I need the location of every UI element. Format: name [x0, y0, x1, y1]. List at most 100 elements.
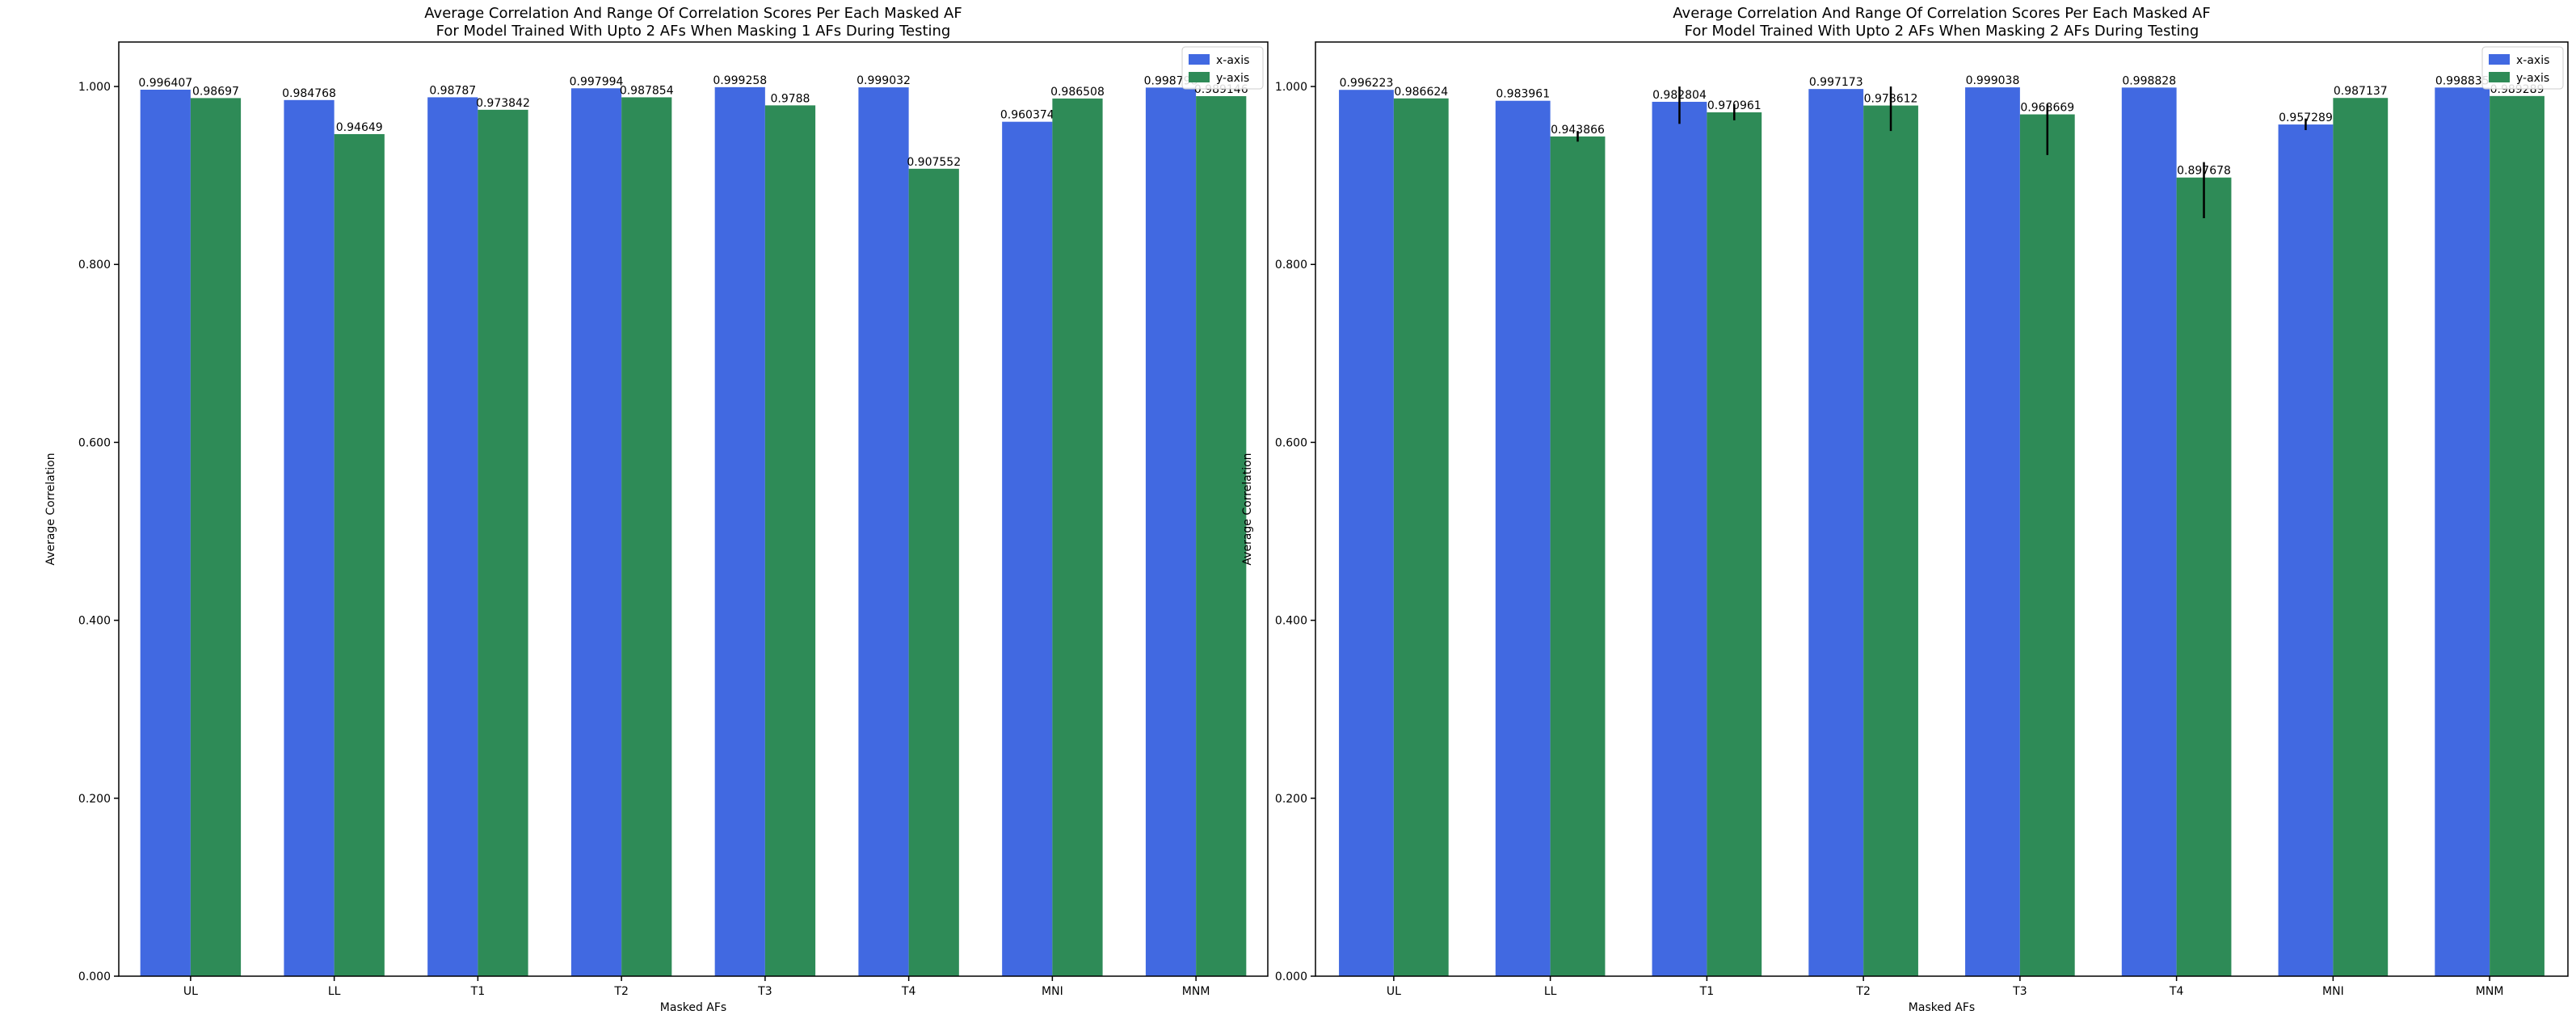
y-axis-label: Average Correlation: [1241, 453, 1254, 565]
bar-y-axis-t1: [1707, 112, 1762, 976]
bar-value-label: 0.987137: [2334, 85, 2388, 98]
y-tick-label: 1.000: [1275, 81, 1307, 94]
bar-value-label: 0.957289: [2279, 112, 2333, 124]
y-tick-label: 0.800: [1275, 259, 1307, 272]
bar-value-label: 0.996223: [1340, 77, 1394, 90]
y-tick-label: 1.000: [78, 81, 111, 94]
y-tick-label: 0.000: [1275, 971, 1307, 983]
bar-value-label: 0.997173: [1809, 76, 1863, 89]
legend: x-axis y-axis: [2481, 46, 2564, 90]
bar-value-label: 0.94649: [336, 121, 383, 134]
bar-x-axis-t3: [714, 86, 765, 977]
bar-value-label: 0.943866: [1551, 124, 1605, 137]
x-tick-label: MNI: [2322, 985, 2344, 998]
bar-value-label: 0.983961: [1496, 88, 1550, 101]
bar-y-axis-ul: [190, 98, 242, 976]
bar-value-label: 0.970961: [1707, 99, 1762, 112]
bar-y-axis-mni: [2333, 98, 2389, 977]
bar-value-label: 0.973842: [476, 97, 530, 110]
chart-title-line-1: Average Correlation And Range Of Correla…: [424, 5, 962, 22]
legend-swatch-x-axis: [1189, 54, 1210, 65]
bar-y-axis-ll: [1550, 136, 1606, 977]
bar-y-axis-t2: [1863, 105, 1918, 977]
bar-value-label: 0.907552: [907, 156, 961, 169]
bar-value-label: 0.999032: [857, 74, 911, 87]
bar-y-axis-t1: [478, 109, 528, 977]
bar-y-axis-t2: [621, 97, 672, 976]
chart-title-line-2: For Model Trained With Upto 2 AFs When M…: [436, 23, 951, 40]
chart-title-line-1: Average Correlation And Range Of Correla…: [1673, 5, 2210, 22]
plot-area-frame: [1315, 41, 2569, 977]
legend-swatch-x-axis: [2489, 54, 2510, 65]
bar-value-label: 0.999038: [1966, 74, 2020, 87]
bar-y-axis-mni: [1052, 98, 1103, 976]
bar-x-axis-t2: [1808, 89, 1864, 976]
bar-x-axis-t1: [427, 97, 478, 976]
bar-x-axis-mni: [1002, 121, 1053, 976]
legend-label: x-axis: [1216, 54, 1249, 67]
legend-swatch-y-axis: [1189, 72, 1210, 82]
legend-label: x-axis: [2516, 54, 2549, 67]
bar-value-label: 0.978612: [1864, 93, 1918, 106]
x-tick-label: T4: [901, 985, 916, 998]
chart-title-line-2: For Model Trained With Upto 2 AFs When M…: [1685, 23, 2199, 40]
y-tick-label: 0.400: [78, 615, 111, 628]
bar-value-label: 0.98697: [192, 85, 239, 98]
bar-x-axis-t3: [1965, 87, 2020, 977]
x-tick-label: UL: [183, 985, 198, 998]
y-tick-label: 0.600: [78, 436, 111, 449]
x-tick-label: T1: [1699, 985, 1714, 998]
bar-x-axis-ll: [284, 99, 335, 977]
bar-x-axis-mnm: [2435, 87, 2490, 977]
bar-y-axis-mnm: [2490, 95, 2544, 977]
legend-label: y-axis: [1216, 72, 1249, 85]
x-tick-label: UL: [1387, 985, 1401, 998]
bar-x-axis-t2: [570, 88, 622, 976]
bar-value-label: 0.960374: [1000, 109, 1054, 122]
legend: x-axis y-axis: [1181, 46, 1264, 90]
bar-x-axis-t1: [1652, 101, 1707, 977]
bar-value-label: 0.998835: [2435, 74, 2490, 87]
plot-area-frame: [118, 41, 1269, 977]
y-tick-label: 0.800: [78, 259, 111, 272]
y-tick-label: 0.000: [78, 971, 111, 983]
x-tick-label: T1: [470, 985, 485, 998]
x-tick-label: T3: [757, 985, 772, 998]
bar-value-label: 0.897678: [2177, 165, 2231, 178]
bar-x-axis-mni: [2278, 124, 2334, 976]
bar-value-label: 0.998828: [2122, 74, 2176, 87]
bar-value-label: 0.997994: [570, 75, 624, 88]
legend-swatch-y-axis: [2489, 72, 2510, 82]
x-tick-label: T3: [2012, 985, 2027, 998]
bar-x-axis-ul: [1339, 90, 1394, 977]
x-tick-label: MNI: [1042, 985, 1063, 998]
bar-y-axis-t3: [764, 105, 816, 976]
bar-y-axis-t4: [908, 168, 959, 976]
x-tick-label: LL: [1544, 985, 1557, 998]
legend-label: y-axis: [2516, 72, 2549, 85]
bar-value-label: 0.986624: [1394, 86, 1448, 99]
bar-value-label: 0.984768: [282, 87, 336, 100]
bar-value-label: 0.999258: [713, 74, 767, 87]
bar-value-label: 0.986508: [1050, 86, 1105, 99]
x-axis-label: Masked AFs: [1909, 1001, 1975, 1014]
bar-y-axis-t3: [2019, 114, 2075, 976]
y-tick-label: 0.400: [1275, 615, 1307, 628]
bar-value-label: 0.968669: [2020, 102, 2074, 115]
y-axis-label: Average Correlation: [44, 453, 57, 565]
x-tick-label: MNM: [2476, 985, 2504, 998]
bar-y-axis-t4: [2176, 177, 2232, 976]
bar-x-axis-ul: [140, 90, 191, 976]
x-tick-label: LL: [328, 985, 341, 998]
y-tick-label: 0.200: [78, 793, 111, 806]
bar-y-axis-ll: [334, 133, 385, 977]
x-tick-label: T4: [2169, 985, 2184, 998]
bar-x-axis-t4: [2121, 87, 2177, 977]
x-tick-label: T2: [613, 985, 628, 998]
bar-value-label: 0.98787: [429, 84, 476, 97]
x-tick-label: MNM: [1182, 985, 1210, 998]
bar-y-axis-mnm: [1196, 96, 1247, 976]
bar-value-label: 0.996407: [138, 77, 192, 90]
chart-panel-1: 0.996407 0.984768 0.98787 0.997994 0.999258 0…: [44, 5, 1269, 1014]
